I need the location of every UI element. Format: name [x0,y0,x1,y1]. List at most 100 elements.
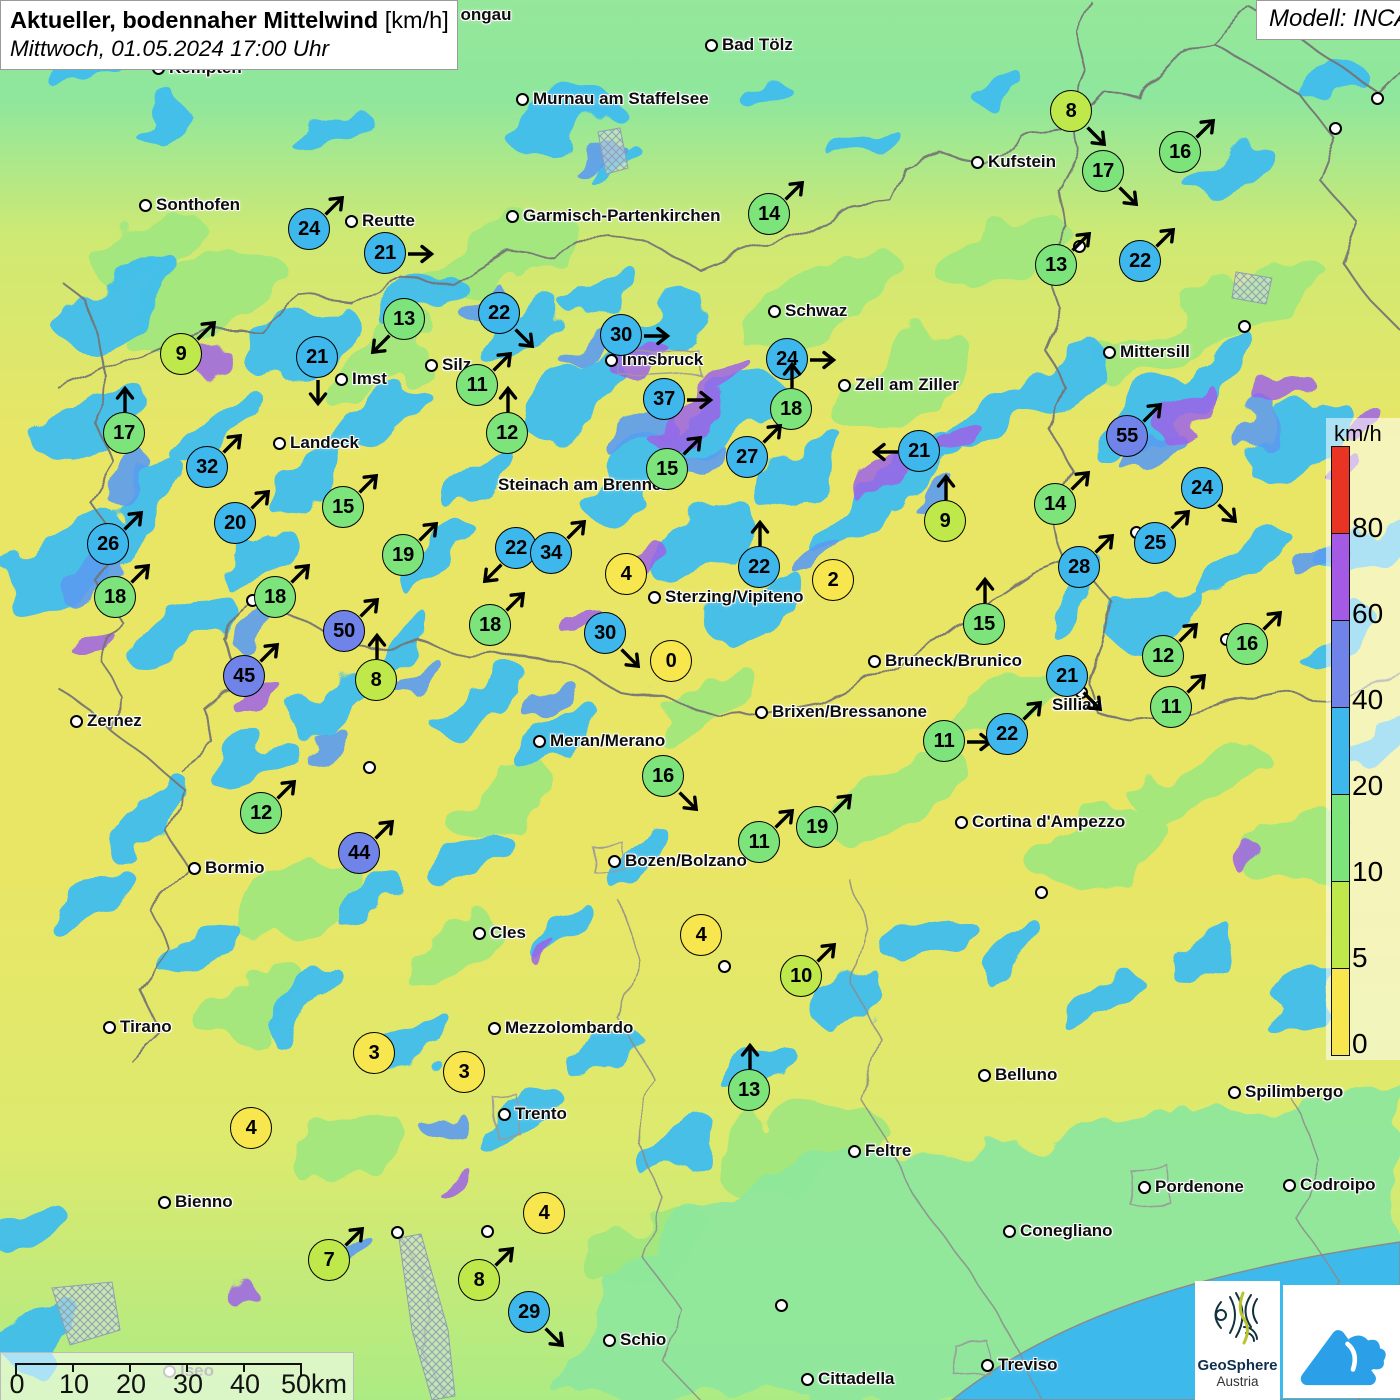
scale-bar: 0 10 20 30 40 50km [0,1352,354,1400]
city-dot [1073,240,1086,253]
wind-speed-value: 16 [1159,131,1202,174]
city-label: Spilimbergo [1245,1082,1344,1101]
wind-speed-value: 13 [383,298,426,341]
city-dot [139,199,152,212]
wind-speed-value: 16 [642,755,685,798]
wind-speed-value: 19 [796,806,839,849]
city-dot [70,715,83,728]
city-dot [273,437,286,450]
geosphere-logo: GeoSphere Austria [1195,1281,1280,1400]
legend-tick-label: 0 [1352,1028,1368,1059]
city-dot [1283,1179,1296,1192]
legend-segment [1332,708,1349,795]
wind-speed-value: 8 [355,659,398,702]
title-box: Aktueller, bodennaher Mittelwind [km/h] … [0,0,458,70]
city-dot [363,761,376,774]
city-label: Sonthofen [156,195,241,214]
wind-speed-value: 34 [530,532,573,575]
wind-speed-value: 27 [726,436,769,479]
city-label: Zell am Ziller [855,375,959,394]
city-dot [345,215,358,228]
wind-speed-value: 9 [924,500,967,543]
city-dot [868,655,881,668]
city-dot [955,816,968,829]
city-dot [978,1069,991,1082]
lakes [51,127,1273,1400]
city-label: Mezzolombardo [505,1018,634,1037]
city-dot [158,1196,171,1209]
city-dot [1035,886,1048,899]
city-dot [473,927,486,940]
wind-speed-value: 4 [230,1107,273,1150]
wind-speed-value: 26 [87,523,130,566]
city-label: Meran/Merano [550,731,666,750]
wind-speed-value: 22 [738,546,781,589]
legend-tick-label: 20 [1352,770,1384,801]
wind-speed-value: 3 [353,1032,396,1075]
wind-speed-value: 12 [1142,635,1185,678]
legend-segment [1332,795,1349,882]
city-dot [1228,1086,1241,1099]
wind-speed-value: 15 [963,603,1006,646]
wind-speed-value: 28 [1058,546,1101,589]
scale-bar-label: 40 [229,1369,261,1399]
city-dot [391,1226,404,1239]
city-dot [188,862,201,875]
city-label: Bad Tölz [722,35,793,54]
city-area-outlines [493,349,1173,1377]
wind-speed-value: 29 [508,1291,551,1334]
wind-speed-value: 55 [1106,415,1149,458]
wind-speed-value: 30 [600,314,643,357]
scale-bar-label: 50km [280,1369,348,1399]
wind-speed-value: 44 [338,832,381,875]
legend-tick-label: 40 [1352,684,1384,715]
city-dot [488,1022,501,1035]
city-label: Bozen/Bolzano [625,851,747,870]
wind-speed-value: 11 [923,720,966,763]
city-dot [775,1299,788,1312]
city-label: Mittersill [1120,342,1190,361]
scale-bar-line [15,1363,300,1366]
scale-bar-tick [129,1363,132,1372]
city-dot [506,210,519,223]
city-dot [801,1373,814,1386]
wind-speed-value: 11 [1150,686,1193,729]
wind-speed-value: 14 [1034,483,1077,526]
city-label: Murnau am Staffelsee [533,89,709,108]
scale-bar-label: 20 [115,1369,147,1399]
city-label: Reutte [362,211,415,230]
wind-speed-value: 19 [382,534,425,577]
scale-bar-label: 10 [58,1369,90,1399]
wind-speed-value: 50 [323,610,366,653]
scale-bar-label: 30 [172,1369,204,1399]
legend-segment [1332,621,1349,708]
wind-speed-value: 13 [728,1069,771,1112]
city-dot [705,39,718,52]
wind-speed-value: 12 [240,792,283,835]
city-dot [1238,320,1251,333]
city-label: Tirano [120,1017,172,1036]
blue-wind-blobs [58,144,1345,1267]
wind-speed-value: 22 [478,292,521,335]
city-dot [838,379,851,392]
city-dot [603,1334,616,1347]
city-dot [848,1145,861,1158]
city-label: Schwaz [785,301,848,320]
wind-speed-value: 4 [523,1192,566,1235]
city-dot [981,1359,994,1372]
city-dot [425,359,438,372]
geosphere-logo-icon [1214,1291,1258,1345]
city-label: Sillian [1051,695,1103,714]
legend-segment [1332,534,1349,621]
city-label: Conegliano [1020,1221,1113,1240]
city-dot [648,591,661,604]
map-timestamp: Mittwoch, 01.05.2024 17:00 Uhr [10,36,329,61]
wind-speed-value: 15 [322,486,365,529]
legend: km/h 80 60 40 20 10 5 0 [1326,418,1400,1060]
city-dot [971,156,984,169]
scale-bar-tick [15,1363,18,1376]
wind-speed-value: 7 [308,1239,351,1282]
map-title-bold: Aktueller, bodennaher Mittelwind [10,7,379,33]
wind-speed-value: 11 [738,821,781,864]
